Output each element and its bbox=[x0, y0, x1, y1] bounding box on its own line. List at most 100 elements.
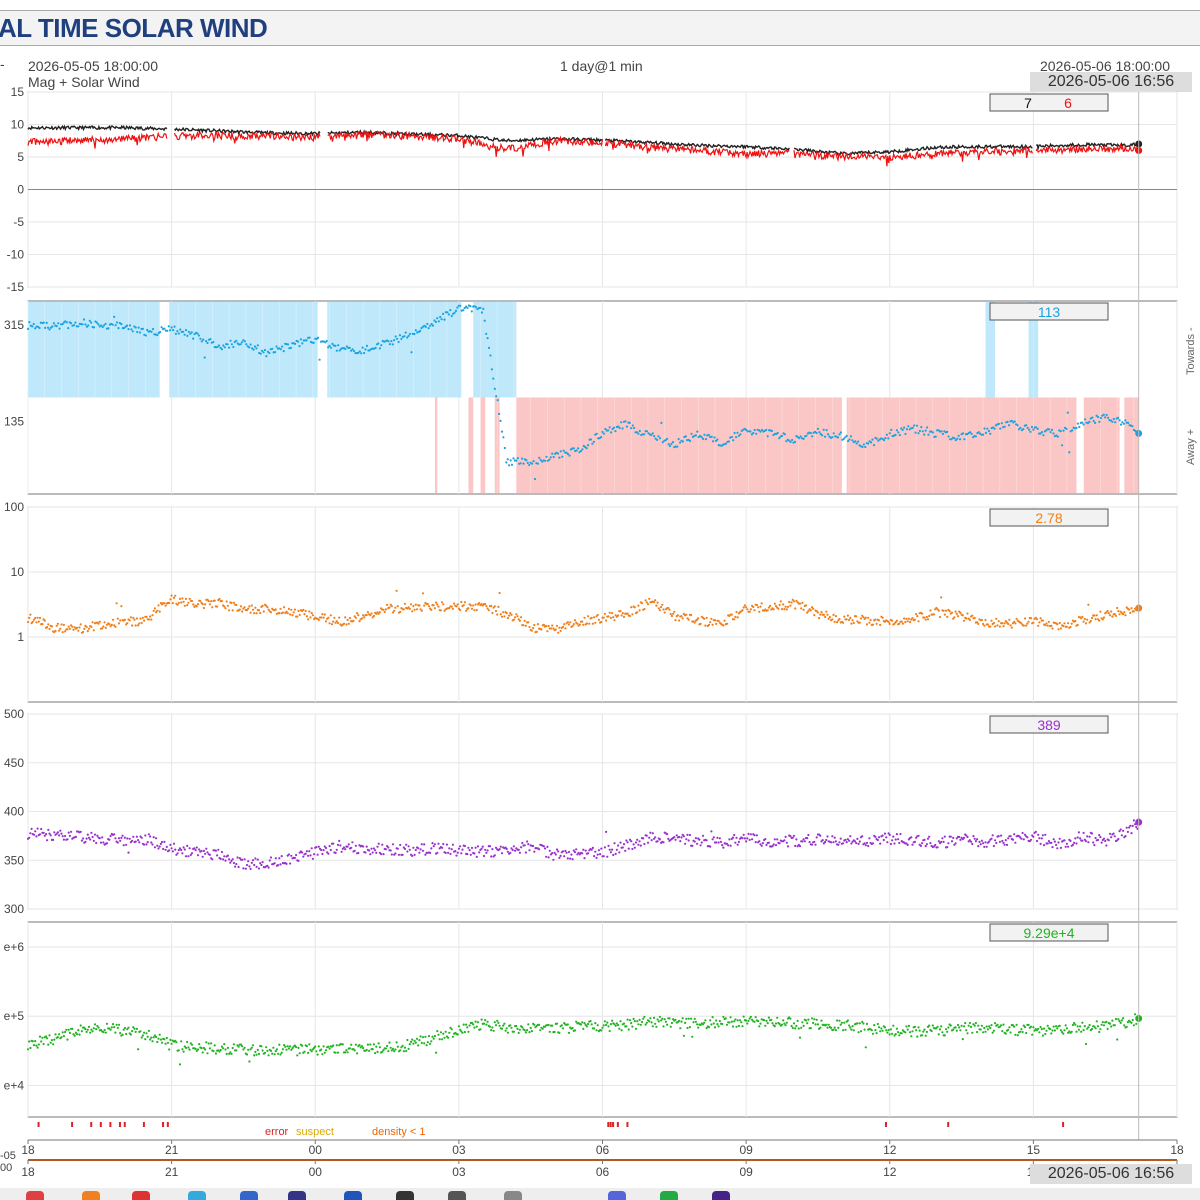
temperature-point bbox=[104, 1031, 107, 1034]
speed-point bbox=[384, 848, 387, 851]
phi-point bbox=[1056, 435, 1059, 438]
speed-point bbox=[578, 853, 581, 856]
phi-point bbox=[724, 442, 728, 445]
app-icon[interactable] bbox=[344, 1191, 362, 1200]
speed-point bbox=[897, 838, 900, 841]
speed-point bbox=[108, 838, 111, 841]
speed-point bbox=[569, 857, 572, 860]
temperature-point bbox=[175, 1041, 178, 1044]
temperature-point bbox=[579, 1023, 583, 1026]
density-point bbox=[1113, 613, 1116, 616]
temperature-point bbox=[184, 1046, 188, 1049]
speed-point bbox=[923, 838, 926, 842]
speed-point bbox=[180, 848, 183, 852]
phi-point bbox=[361, 346, 364, 349]
temperature-point bbox=[37, 1043, 40, 1046]
temperature-point bbox=[757, 1020, 760, 1023]
temperature-point bbox=[1119, 1021, 1122, 1024]
density-point bbox=[827, 617, 830, 620]
temperature-point bbox=[147, 1029, 150, 1032]
app-icon[interactable] bbox=[288, 1191, 306, 1200]
speed-point bbox=[566, 857, 569, 860]
app-icon[interactable] bbox=[132, 1191, 150, 1200]
app-icon[interactable] bbox=[712, 1191, 730, 1200]
speed-point bbox=[721, 844, 724, 847]
speed-point bbox=[85, 837, 88, 840]
phi-point bbox=[969, 431, 972, 434]
phi-point bbox=[824, 435, 827, 438]
phi-point bbox=[836, 436, 840, 439]
density-point bbox=[1014, 622, 1017, 625]
app-icon[interactable] bbox=[82, 1191, 100, 1200]
app-icon[interactable] bbox=[504, 1191, 522, 1200]
app-icon[interactable] bbox=[448, 1191, 466, 1200]
speed-point bbox=[949, 835, 952, 838]
app-icon[interactable] bbox=[188, 1191, 206, 1200]
phi-point bbox=[831, 436, 834, 439]
density-point bbox=[26, 620, 30, 624]
phi-point bbox=[660, 421, 663, 424]
density-point bbox=[396, 605, 399, 608]
density-point bbox=[515, 613, 518, 616]
phi-point bbox=[327, 346, 330, 349]
temperature-point bbox=[92, 1027, 95, 1030]
phi-point bbox=[789, 440, 792, 443]
speed-point bbox=[998, 840, 1002, 844]
density-point bbox=[391, 611, 395, 614]
temperature-point bbox=[406, 1038, 409, 1042]
temperature-point bbox=[360, 1045, 363, 1048]
temperature-point bbox=[374, 1052, 377, 1055]
temperature-point bbox=[510, 1026, 513, 1029]
app-icon[interactable] bbox=[240, 1191, 258, 1200]
speed-point bbox=[151, 843, 154, 846]
phi-point bbox=[525, 459, 528, 462]
density-point bbox=[703, 617, 706, 620]
app-icon[interactable] bbox=[396, 1191, 414, 1200]
density-point bbox=[348, 616, 352, 620]
temperature-point bbox=[813, 1018, 816, 1021]
x-tick-label: 12 bbox=[883, 1143, 897, 1157]
resolution-label[interactable]: 1 day@1 min bbox=[560, 58, 643, 74]
temperature-point bbox=[1045, 1029, 1048, 1032]
speed-point bbox=[178, 847, 182, 850]
phi-point bbox=[621, 427, 624, 430]
phi-point bbox=[1040, 431, 1044, 434]
phi-point bbox=[426, 322, 429, 326]
density-point bbox=[522, 624, 525, 627]
phi-point bbox=[707, 433, 710, 437]
density-point bbox=[759, 605, 762, 608]
phi-point bbox=[506, 458, 509, 461]
speed-point bbox=[876, 838, 879, 842]
density-point bbox=[239, 605, 243, 608]
phi-point bbox=[107, 327, 110, 330]
speed-point bbox=[965, 834, 968, 837]
speed-point bbox=[717, 841, 720, 844]
speed-point bbox=[131, 839, 134, 842]
speed-point bbox=[824, 840, 827, 844]
phi-point bbox=[396, 337, 399, 340]
app-icon[interactable] bbox=[660, 1191, 678, 1200]
speed-point bbox=[643, 842, 646, 846]
temperature-point bbox=[486, 1020, 489, 1023]
speed-point bbox=[274, 857, 277, 860]
temperature-point bbox=[450, 1028, 453, 1031]
density-point bbox=[713, 619, 717, 622]
away-label: Away + bbox=[1185, 429, 1197, 465]
density-point bbox=[224, 607, 227, 610]
temperature-point bbox=[279, 1053, 282, 1056]
speed-point bbox=[74, 835, 77, 839]
speed-point bbox=[959, 838, 962, 842]
temperature-point bbox=[876, 1022, 879, 1026]
temperature-point bbox=[1051, 1029, 1054, 1032]
density-point bbox=[1124, 614, 1127, 617]
app-icon[interactable] bbox=[26, 1191, 44, 1200]
speed-point bbox=[186, 844, 189, 848]
temperature-point bbox=[848, 1024, 851, 1027]
temperature-point bbox=[152, 1036, 155, 1039]
temperature-point bbox=[766, 1022, 769, 1025]
temperature-point bbox=[441, 1038, 444, 1041]
speed-point bbox=[237, 865, 240, 869]
app-icon[interactable] bbox=[608, 1191, 626, 1200]
phi-point bbox=[848, 438, 851, 441]
